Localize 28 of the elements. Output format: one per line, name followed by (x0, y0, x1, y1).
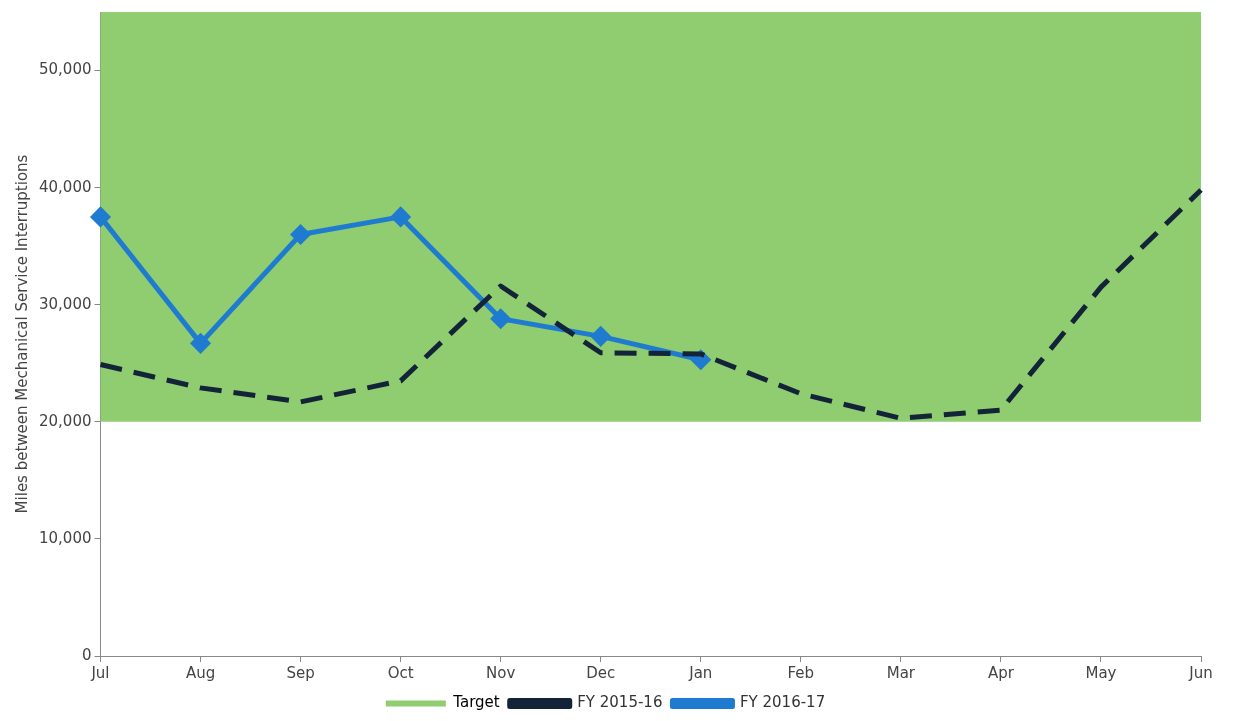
x-tick-label: Mar (886, 663, 916, 682)
x-tick-label: Aug (185, 663, 216, 682)
y-tick-label: 50,000 (38, 60, 92, 79)
point (291, 224, 311, 244)
point (90, 207, 110, 227)
x-tick-label: Sep (286, 663, 315, 682)
x-tick-label: Jan (688, 663, 713, 682)
x-tick-label: Dec (586, 663, 616, 682)
point (391, 207, 411, 227)
y-tick-label: 20,000 (38, 411, 92, 430)
point (191, 333, 211, 353)
x-tick-label: Jul (90, 663, 110, 682)
y-tick-label: 0 (81, 645, 92, 664)
x-tick-label: May (1085, 663, 1117, 682)
y-axis-title: Miles between Mechanical Service Interruptions (12, 154, 31, 514)
point (591, 326, 611, 346)
x-tick-label: Apr (987, 663, 1015, 682)
legend-label: FY 2015-16 (577, 693, 663, 712)
y-tick-label: 40,000 (38, 177, 92, 196)
x-tick-label: Oct (387, 663, 414, 682)
y-tick-label: 10,000 (38, 528, 92, 547)
x-tick-label: Feb (787, 663, 815, 682)
legend-label: FY 2016-17 (739, 693, 826, 712)
y-tick-label: 30,000 (38, 294, 92, 313)
point (491, 309, 511, 329)
x-tick-label: Jun (1188, 663, 1213, 682)
legend-label: Target (452, 693, 500, 712)
x-tick-label: Nov (486, 663, 516, 682)
